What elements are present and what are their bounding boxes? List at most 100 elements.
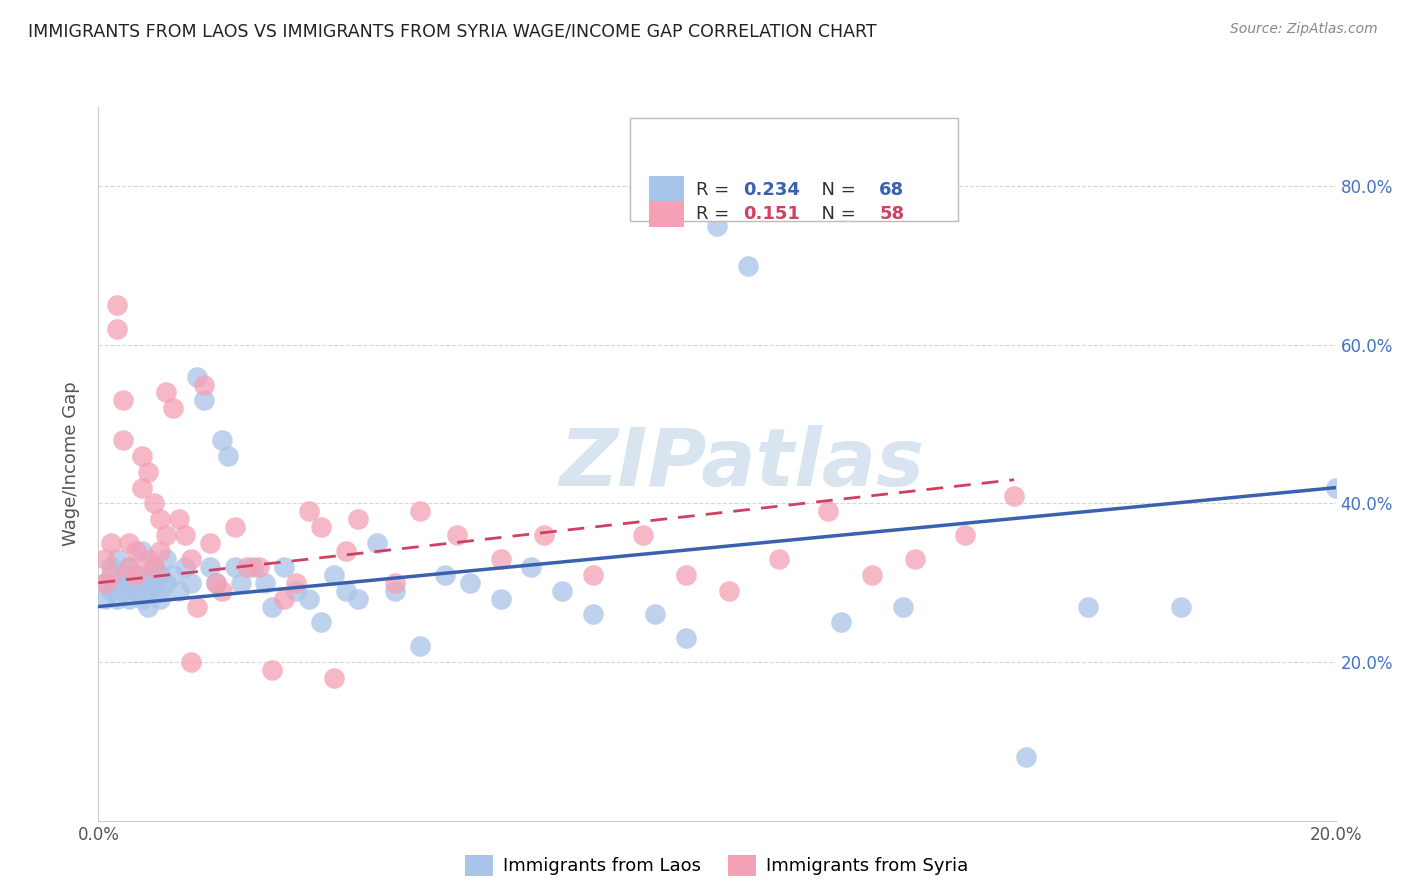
Point bbox=[205, 575, 228, 590]
Point bbox=[93, 591, 115, 606]
Point bbox=[131, 544, 153, 558]
Point bbox=[211, 433, 233, 447]
Point bbox=[891, 599, 914, 614]
Point bbox=[582, 607, 605, 622]
Point bbox=[582, 567, 605, 582]
Legend: Immigrants from Laos, Immigrants from Syria: Immigrants from Laos, Immigrants from Sy… bbox=[458, 847, 976, 883]
Point bbox=[224, 520, 246, 534]
Point bbox=[149, 567, 172, 582]
Point bbox=[124, 567, 146, 582]
Point bbox=[155, 385, 177, 400]
Point bbox=[105, 298, 128, 312]
Point bbox=[817, 504, 839, 518]
Point bbox=[229, 575, 252, 590]
Point bbox=[143, 560, 166, 574]
Point bbox=[347, 512, 370, 526]
Point bbox=[100, 583, 122, 598]
Text: ZIPatlas: ZIPatlas bbox=[560, 425, 924, 503]
Point bbox=[100, 560, 122, 574]
Point bbox=[186, 599, 208, 614]
Point bbox=[409, 639, 432, 653]
Point bbox=[155, 575, 177, 590]
Point bbox=[489, 552, 512, 566]
Point bbox=[366, 536, 388, 550]
Text: IMMIGRANTS FROM LAOS VS IMMIGRANTS FROM SYRIA WAGE/INCOME GAP CORRELATION CHART: IMMIGRANTS FROM LAOS VS IMMIGRANTS FROM … bbox=[28, 22, 877, 40]
Point bbox=[112, 583, 135, 598]
Point bbox=[124, 544, 146, 558]
Point bbox=[149, 512, 172, 526]
Point bbox=[136, 583, 159, 598]
Point bbox=[167, 583, 190, 598]
Bar bbox=[650, 177, 683, 203]
Text: 0.234: 0.234 bbox=[742, 181, 800, 199]
Point bbox=[347, 591, 370, 606]
Text: Source: ZipAtlas.com: Source: ZipAtlas.com bbox=[1230, 22, 1378, 37]
Point bbox=[1002, 489, 1025, 503]
Point bbox=[149, 591, 172, 606]
Point bbox=[162, 567, 184, 582]
Point bbox=[242, 560, 264, 574]
Point bbox=[100, 536, 122, 550]
Point bbox=[489, 591, 512, 606]
Point bbox=[124, 567, 146, 582]
Point bbox=[953, 528, 976, 542]
Point bbox=[136, 567, 159, 582]
Text: R =: R = bbox=[696, 205, 741, 223]
Point bbox=[675, 632, 697, 646]
Point bbox=[105, 552, 128, 566]
Point bbox=[737, 259, 759, 273]
Point bbox=[118, 560, 141, 574]
Point bbox=[143, 560, 166, 574]
Point bbox=[384, 575, 406, 590]
Point bbox=[149, 544, 172, 558]
Point bbox=[124, 583, 146, 598]
Point bbox=[860, 567, 883, 582]
Point bbox=[93, 575, 115, 590]
Point bbox=[224, 560, 246, 574]
Point bbox=[1077, 599, 1099, 614]
Point bbox=[131, 449, 153, 463]
Point bbox=[520, 560, 543, 574]
Point bbox=[167, 512, 190, 526]
Point bbox=[180, 552, 202, 566]
Point bbox=[100, 567, 122, 582]
Point bbox=[718, 583, 741, 598]
Point bbox=[143, 496, 166, 510]
Point bbox=[322, 671, 344, 685]
Point bbox=[285, 575, 308, 590]
Point bbox=[118, 591, 141, 606]
Point bbox=[155, 552, 177, 566]
Point bbox=[551, 583, 574, 598]
Point bbox=[631, 528, 654, 542]
Point bbox=[533, 528, 555, 542]
Point bbox=[149, 583, 172, 598]
Point bbox=[211, 583, 233, 598]
Point bbox=[205, 575, 228, 590]
Point bbox=[93, 575, 115, 590]
Point bbox=[162, 401, 184, 416]
Point bbox=[118, 575, 141, 590]
Point bbox=[1324, 481, 1347, 495]
Point bbox=[118, 560, 141, 574]
Point bbox=[409, 504, 432, 518]
Point bbox=[174, 560, 197, 574]
Point bbox=[254, 575, 277, 590]
Point bbox=[105, 591, 128, 606]
Point bbox=[298, 591, 321, 606]
Point bbox=[309, 520, 332, 534]
Y-axis label: Wage/Income Gap: Wage/Income Gap bbox=[62, 382, 80, 546]
Point bbox=[904, 552, 927, 566]
Point bbox=[335, 583, 357, 598]
Point bbox=[198, 536, 221, 550]
Point bbox=[446, 528, 468, 542]
Point bbox=[180, 655, 202, 669]
Point bbox=[273, 560, 295, 574]
Point bbox=[186, 369, 208, 384]
Point bbox=[131, 591, 153, 606]
Point bbox=[260, 599, 283, 614]
Text: 68: 68 bbox=[879, 181, 904, 199]
Point bbox=[247, 560, 270, 574]
Point bbox=[193, 393, 215, 408]
Point bbox=[118, 536, 141, 550]
Point bbox=[93, 552, 115, 566]
